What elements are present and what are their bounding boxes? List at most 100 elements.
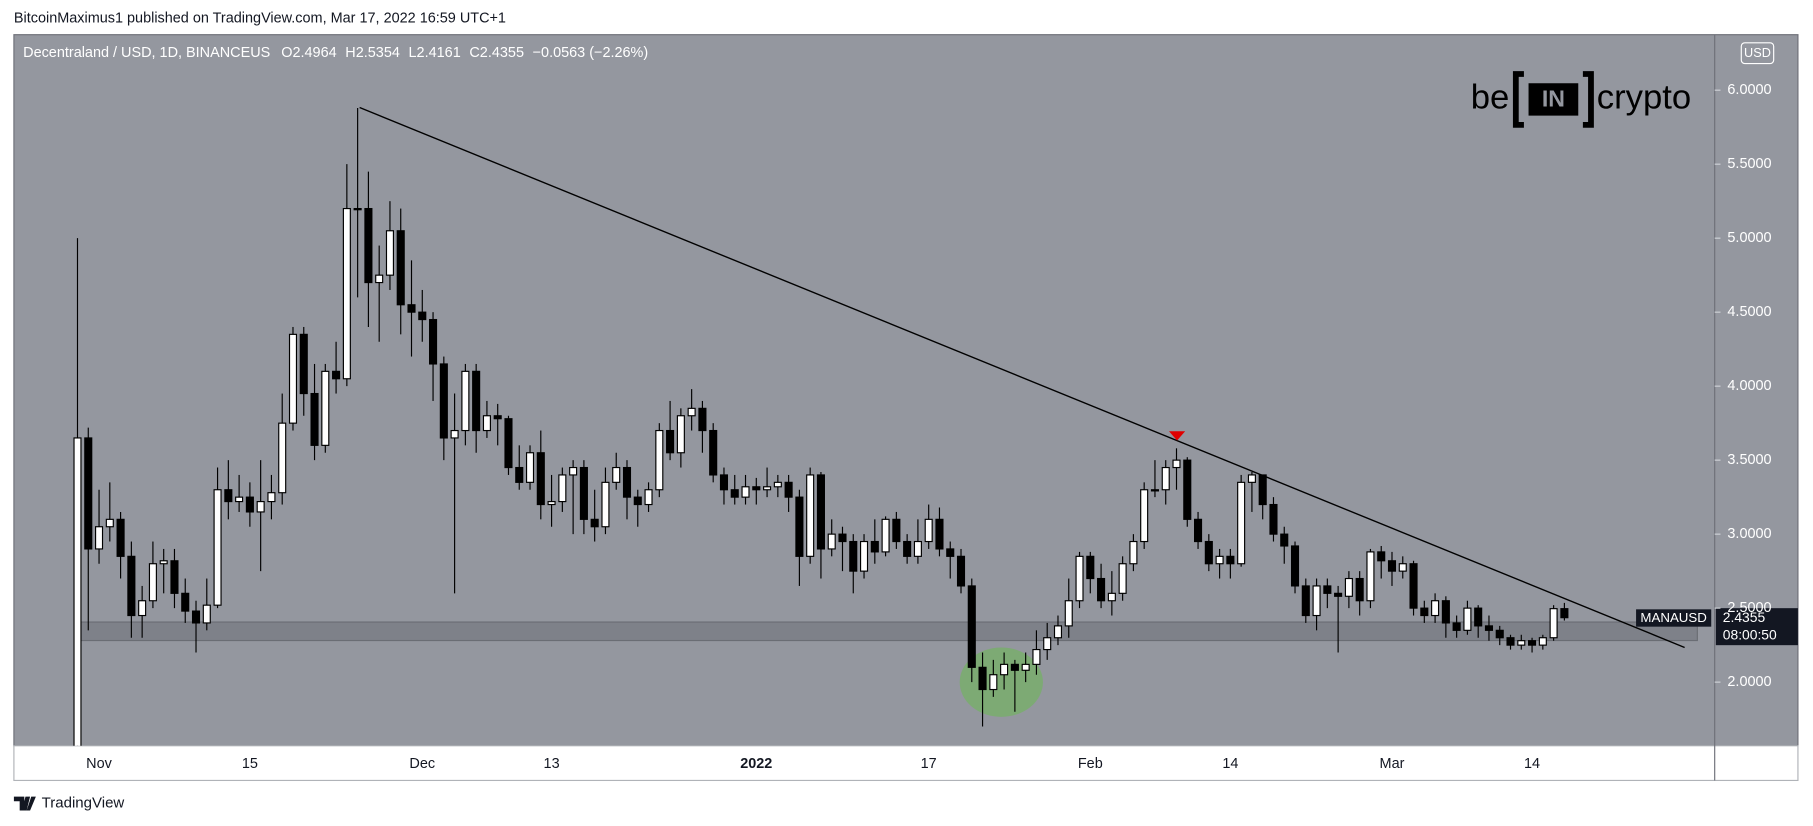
currency-button[interactable] xyxy=(1740,42,1775,65)
logo-box xyxy=(1528,83,1579,116)
y-tick-label: 2.0000 xyxy=(1727,674,1771,690)
countdown: 08:00:50 xyxy=(1723,627,1777,643)
logo-mid: IN xyxy=(1542,86,1565,112)
candle-body xyxy=(245,496,254,513)
x-tick-label: 14 xyxy=(1222,756,1238,772)
candle-body xyxy=(1107,592,1116,602)
candle-body xyxy=(1538,637,1547,646)
candle-body xyxy=(138,600,147,617)
candle-body xyxy=(515,466,524,483)
candle-body xyxy=(1387,560,1397,572)
candle-body xyxy=(202,604,211,624)
candle-body xyxy=(655,429,664,491)
candle-body xyxy=(1064,600,1073,627)
candle-body xyxy=(504,418,513,469)
candle-body xyxy=(525,452,535,483)
footer: TradingView xyxy=(13,795,125,812)
candle-body xyxy=(439,363,448,439)
candle-body xyxy=(461,370,470,432)
x-tick-label: 2022 xyxy=(740,756,772,772)
candle-body xyxy=(859,540,869,572)
legend-close: 2.4355 xyxy=(480,45,524,61)
candle-body xyxy=(547,501,556,506)
candle-body xyxy=(903,540,912,557)
candle-body xyxy=(353,207,362,211)
candle-body xyxy=(1528,640,1537,646)
candle-body xyxy=(1140,489,1149,543)
candle-body xyxy=(1247,474,1256,483)
candle-body xyxy=(569,466,578,476)
candle-body xyxy=(1398,563,1407,572)
legend-open: 2.4964 xyxy=(292,45,336,61)
logo-brackets xyxy=(1512,71,1594,128)
legend-high: 2.5354 xyxy=(356,45,400,61)
candle-body xyxy=(849,540,858,572)
candle-body xyxy=(1517,640,1526,646)
candle-body xyxy=(1506,637,1515,646)
candle-body xyxy=(1549,608,1558,639)
candle-body xyxy=(633,496,642,506)
candle-body xyxy=(332,370,341,380)
publish-header: BitcoinMaximus1 published on TradingView… xyxy=(14,10,506,26)
symbol-label: MANAUSD xyxy=(1640,610,1706,625)
candle-body xyxy=(709,429,718,476)
x-tick-label: 13 xyxy=(544,756,560,772)
candle-body xyxy=(1129,540,1138,565)
candle-body xyxy=(763,486,772,491)
legend-c: C xyxy=(469,45,479,61)
candle-body xyxy=(1053,625,1063,639)
legend: Decentraland / USD, 1D, BINANCEUS O2.496… xyxy=(23,45,648,61)
footer-brand: TradingView xyxy=(42,795,125,812)
candle-body xyxy=(385,230,395,276)
candle-body xyxy=(1215,555,1224,565)
candle-body xyxy=(719,474,729,491)
candle-body xyxy=(978,666,987,691)
candle-body xyxy=(407,304,416,313)
x-tick-label: 17 xyxy=(921,756,937,772)
candle-body xyxy=(806,474,815,557)
candle-body xyxy=(1431,600,1440,617)
candle-body xyxy=(1010,663,1019,671)
candle-body xyxy=(741,486,750,498)
candle-body xyxy=(159,560,168,565)
candle-body xyxy=(1366,551,1375,602)
candle-body xyxy=(892,518,901,543)
candle-body xyxy=(687,407,696,417)
candle-body xyxy=(1226,555,1235,565)
candle-body xyxy=(1172,459,1181,469)
candle-body xyxy=(676,415,685,454)
candle-body xyxy=(838,533,847,543)
candle-body xyxy=(84,437,93,550)
candle-body xyxy=(1474,607,1483,627)
y-tick-label: 5.5000 xyxy=(1727,156,1771,172)
candle-body xyxy=(956,555,966,587)
candle-body xyxy=(590,518,599,528)
candle-body xyxy=(579,466,588,520)
candle-body xyxy=(536,452,545,506)
candle-body xyxy=(396,230,405,306)
x-tick-label: Feb xyxy=(1078,756,1103,772)
candle-body xyxy=(105,518,114,528)
candle-body xyxy=(1000,663,1009,676)
candle-body xyxy=(1258,474,1267,506)
candle-body xyxy=(321,370,330,446)
y-tick-label: 2.5000 xyxy=(1727,600,1771,616)
legend-low: 2.4161 xyxy=(417,45,461,61)
currency-label[interactable]: USD xyxy=(1744,45,1771,60)
candles xyxy=(73,107,1569,746)
candle-body xyxy=(1377,551,1386,562)
candle-body xyxy=(698,407,707,432)
candle-body xyxy=(1183,459,1192,520)
x-tick-label: Dec xyxy=(409,756,435,772)
candle-body xyxy=(364,207,373,284)
candle-body xyxy=(1312,585,1321,617)
candle-body xyxy=(127,555,136,617)
candle-body xyxy=(1194,518,1203,543)
candle-body xyxy=(288,333,298,424)
price-tag xyxy=(1715,608,1798,646)
logo-right: crypto xyxy=(1597,79,1691,117)
candle-body xyxy=(827,533,836,550)
rejection-marker xyxy=(1168,431,1186,441)
legend-change: −0.0563 (−2.26%) xyxy=(533,45,649,61)
candle-body xyxy=(1032,648,1041,665)
